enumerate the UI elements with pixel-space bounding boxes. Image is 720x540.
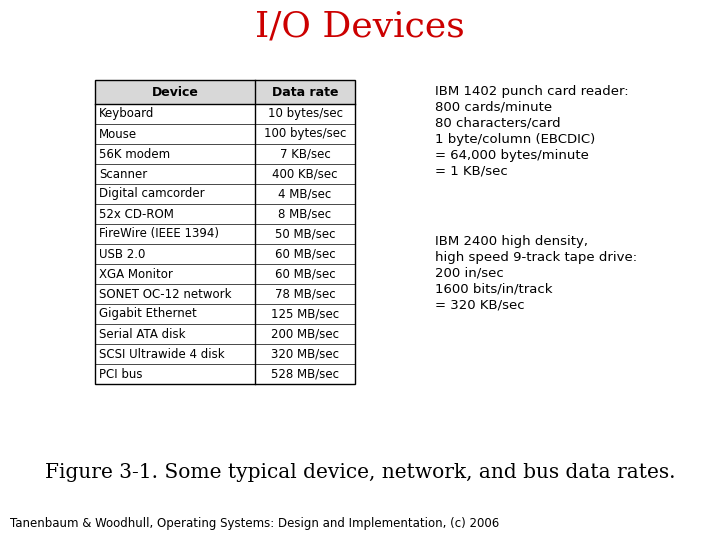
- Text: I/O Devices: I/O Devices: [255, 10, 465, 44]
- Bar: [95, 324, 355, 344]
- Text: USB 2.0: USB 2.0: [99, 247, 145, 260]
- Bar: [95, 80, 355, 104]
- Bar: [95, 80, 355, 384]
- Bar: [95, 164, 355, 184]
- Text: IBM 2400 high density,: IBM 2400 high density,: [435, 235, 588, 248]
- Text: Keyboard: Keyboard: [99, 107, 154, 120]
- Text: 200 MB/sec: 200 MB/sec: [271, 327, 339, 341]
- Text: 320 MB/sec: 320 MB/sec: [271, 348, 339, 361]
- Text: 7 KB/sec: 7 KB/sec: [279, 147, 330, 160]
- Text: PCI bus: PCI bus: [99, 368, 143, 381]
- Text: 528 MB/sec: 528 MB/sec: [271, 368, 339, 381]
- Text: 200 in/sec: 200 in/sec: [435, 267, 504, 280]
- Bar: [95, 144, 355, 164]
- Bar: [95, 304, 355, 324]
- Text: 125 MB/sec: 125 MB/sec: [271, 307, 339, 321]
- Text: high speed 9-track tape drive:: high speed 9-track tape drive:: [435, 251, 637, 264]
- Text: Mouse: Mouse: [99, 127, 137, 140]
- Text: FireWire (IEEE 1394): FireWire (IEEE 1394): [99, 227, 219, 240]
- Text: 10 bytes/sec: 10 bytes/sec: [268, 107, 343, 120]
- Text: 78 MB/sec: 78 MB/sec: [275, 287, 336, 300]
- Bar: [95, 244, 355, 264]
- Text: 60 MB/sec: 60 MB/sec: [275, 247, 336, 260]
- Bar: [95, 224, 355, 244]
- Text: = 320 KB/sec: = 320 KB/sec: [435, 299, 525, 312]
- Text: 8 MB/sec: 8 MB/sec: [279, 207, 332, 220]
- Text: = 1 KB/sec: = 1 KB/sec: [435, 165, 508, 178]
- Text: 60 MB/sec: 60 MB/sec: [275, 267, 336, 280]
- Text: 56K modem: 56K modem: [99, 147, 170, 160]
- Text: Serial ATA disk: Serial ATA disk: [99, 327, 186, 341]
- Text: XGA Monitor: XGA Monitor: [99, 267, 173, 280]
- Bar: [95, 124, 355, 144]
- Bar: [95, 364, 355, 384]
- Bar: [95, 264, 355, 284]
- Text: = 64,000 bytes/minute: = 64,000 bytes/minute: [435, 149, 589, 162]
- Text: IBM 1402 punch card reader:: IBM 1402 punch card reader:: [435, 85, 629, 98]
- Text: Data rate: Data rate: [271, 85, 338, 98]
- Bar: [95, 204, 355, 224]
- Text: Digital camcorder: Digital camcorder: [99, 187, 204, 200]
- Text: 50 MB/sec: 50 MB/sec: [275, 227, 336, 240]
- Text: 52x CD-ROM: 52x CD-ROM: [99, 207, 174, 220]
- Text: 4 MB/sec: 4 MB/sec: [279, 187, 332, 200]
- Bar: [95, 184, 355, 204]
- Text: 800 cards/minute: 800 cards/minute: [435, 101, 552, 114]
- Text: SCSI Ultrawide 4 disk: SCSI Ultrawide 4 disk: [99, 348, 225, 361]
- Text: Device: Device: [152, 85, 199, 98]
- Text: Figure 3-1. Some typical device, network, and bus data rates.: Figure 3-1. Some typical device, network…: [45, 462, 675, 482]
- Text: Tanenbaum & Woodhull, Operating Systems: Design and Implementation, (c) 2006: Tanenbaum & Woodhull, Operating Systems:…: [10, 517, 499, 530]
- Text: Scanner: Scanner: [99, 167, 148, 180]
- Bar: [95, 284, 355, 304]
- Text: 1600 bits/in/track: 1600 bits/in/track: [435, 283, 552, 296]
- Text: 400 KB/sec: 400 KB/sec: [272, 167, 338, 180]
- Bar: [95, 104, 355, 124]
- Text: 100 bytes/sec: 100 bytes/sec: [264, 127, 346, 140]
- Bar: [95, 344, 355, 364]
- Text: 80 characters/card: 80 characters/card: [435, 117, 561, 130]
- Text: Gigabit Ethernet: Gigabit Ethernet: [99, 307, 197, 321]
- Text: SONET OC-12 network: SONET OC-12 network: [99, 287, 232, 300]
- Text: 1 byte/column (EBCDIC): 1 byte/column (EBCDIC): [435, 133, 595, 146]
